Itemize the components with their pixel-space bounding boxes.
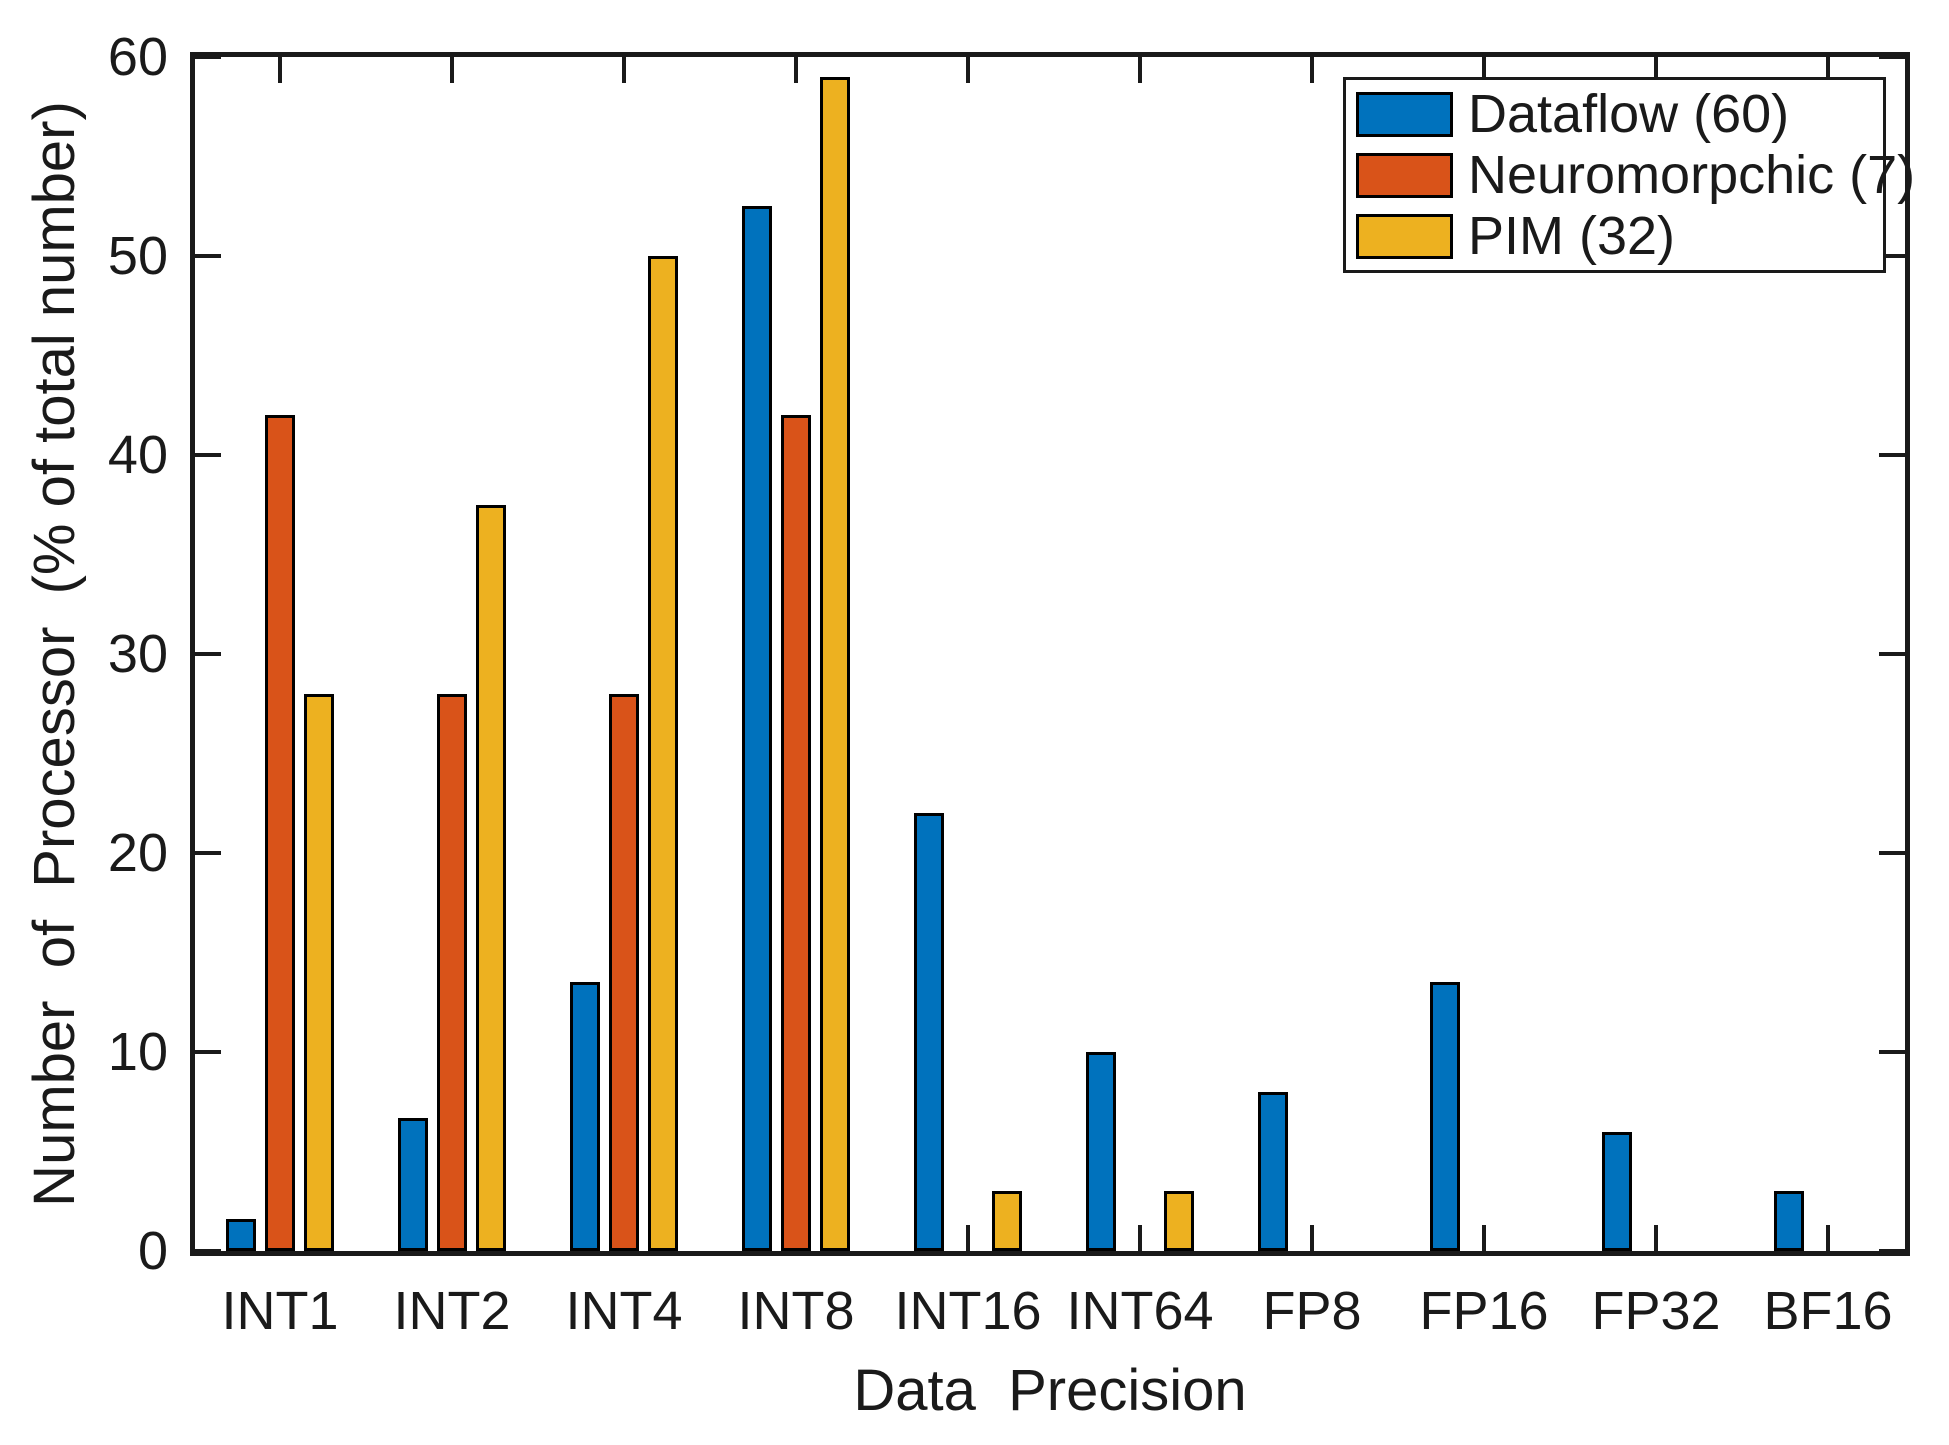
y-tick: [1879, 55, 1905, 59]
bar-pim-int64: [1164, 1191, 1194, 1251]
y-tick: [1879, 1249, 1905, 1253]
legend-item-neuromorpchic: Neuromorpchic (7): [1346, 148, 1915, 202]
legend-item-dataflow: Dataflow (60): [1346, 87, 1883, 141]
bar-pim-int1: [304, 694, 334, 1251]
y-tick-label: 10: [107, 1022, 168, 1082]
y-tick-label: 20: [107, 823, 168, 883]
x-tick-label: BF16: [1763, 1281, 1893, 1341]
x-tick: [1310, 1225, 1314, 1251]
y-tick: [195, 1249, 221, 1253]
x-tick-label: INT64: [1066, 1281, 1214, 1341]
y-tick: [1879, 453, 1905, 457]
y-tick-label: 30: [107, 624, 168, 684]
y-tick-label: 50: [107, 226, 168, 286]
x-tick: [622, 57, 626, 83]
bar-dataflow-int16: [914, 813, 944, 1251]
y-tick: [195, 55, 221, 59]
x-tick-label: INT4: [565, 1281, 683, 1341]
bar-dataflow-int2: [398, 1118, 428, 1251]
bar-dataflow-fp16: [1430, 982, 1460, 1251]
x-tick: [1310, 57, 1314, 83]
x-tick-label: INT1: [221, 1281, 339, 1341]
y-tick: [1879, 851, 1905, 855]
legend-swatch-neuromorpchic: [1356, 152, 1453, 198]
x-tick: [278, 57, 282, 83]
legend-label-pim: PIM (32): [1468, 206, 1676, 266]
bar-neuromorpchic-int2: [437, 694, 467, 1251]
y-tick-label: 40: [107, 425, 168, 485]
x-tick: [966, 57, 970, 83]
x-tick: [1138, 57, 1142, 83]
bar-pim-int4: [648, 256, 678, 1251]
x-axis-label: Data Precision: [853, 1358, 1247, 1423]
y-tick-label: 0: [137, 1221, 168, 1281]
x-tick: [966, 1225, 970, 1251]
bar-dataflow-int4: [570, 982, 600, 1251]
x-tick: [1482, 57, 1486, 83]
x-tick: [450, 57, 454, 83]
y-tick: [195, 851, 221, 855]
x-tick: [1654, 1225, 1658, 1251]
x-tick-label: INT2: [393, 1281, 511, 1341]
x-tick: [1826, 57, 1830, 83]
y-tick: [195, 652, 221, 656]
legend-swatch-dataflow: [1356, 91, 1453, 137]
x-tick: [1654, 57, 1658, 83]
bar-dataflow-fp8: [1258, 1092, 1288, 1251]
legend-swatch-pim: [1356, 213, 1453, 259]
x-tick: [1482, 1225, 1486, 1251]
x-tick-label: INT16: [894, 1281, 1042, 1341]
bar-pim-int2: [476, 505, 506, 1251]
bar-dataflow-bf16: [1774, 1191, 1804, 1251]
x-tick: [1138, 1225, 1142, 1251]
x-tick-label: FP32: [1591, 1281, 1721, 1341]
bar-neuromorpchic-int8: [781, 415, 811, 1251]
x-tick-label: FP16: [1419, 1281, 1549, 1341]
x-tick-label: INT8: [737, 1281, 855, 1341]
bar-neuromorpchic-int1: [265, 415, 295, 1251]
y-tick: [195, 254, 221, 258]
y-tick: [195, 1050, 221, 1054]
bar-dataflow-int1: [226, 1219, 256, 1251]
y-tick: [1879, 254, 1905, 258]
y-tick-label: 60: [107, 27, 168, 87]
bar-pim-int8: [820, 77, 850, 1251]
legend-item-pim: PIM (32): [1346, 209, 1883, 263]
bar-dataflow-int64: [1086, 1052, 1116, 1251]
bar-dataflow-int8: [742, 206, 772, 1251]
x-tick-label: FP8: [1262, 1281, 1362, 1341]
y-tick: [1879, 1050, 1905, 1054]
bar-pim-int16: [992, 1191, 1022, 1251]
bar-neuromorpchic-int4: [609, 694, 639, 1251]
legend-label-neuromorpchic: Neuromorpchic (7): [1468, 145, 1916, 205]
y-tick: [195, 453, 221, 457]
x-tick: [794, 57, 798, 83]
bar-dataflow-fp32: [1602, 1132, 1632, 1251]
x-tick: [1826, 1225, 1830, 1251]
legend-label-dataflow: Dataflow (60): [1468, 84, 1790, 144]
legend: Dataflow (60) Neuromorpchic (7) PIM (32): [1343, 77, 1915, 273]
y-tick: [1879, 652, 1905, 656]
